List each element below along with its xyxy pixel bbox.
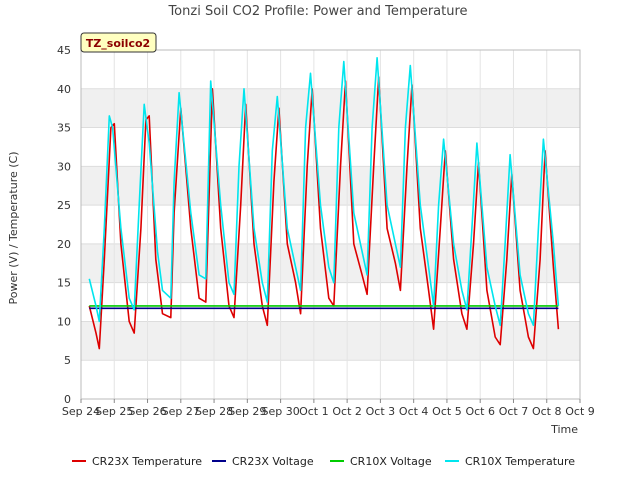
grid-band <box>81 243 580 283</box>
y-tick-label: 25 <box>57 199 71 212</box>
grid-band <box>81 321 580 361</box>
x-tick-label: Oct 2 <box>332 405 362 418</box>
series-line-cr10x-temperature <box>88 56 560 327</box>
chart-title: Tonzi Soil CO2 Profile: Power and Temper… <box>167 4 467 19</box>
legend-entry: CR10X Voltage <box>350 455 432 468</box>
x-tick-label: Sep 26 <box>128 405 166 418</box>
x-tick-label: Oct 1 <box>299 405 329 418</box>
x-tick-label: Oct 5 <box>432 405 462 418</box>
y-tick-label: 10 <box>57 315 71 328</box>
y-tick-label: 40 <box>57 83 71 96</box>
y-tick-label: 5 <box>64 354 71 367</box>
y-tick-label: 20 <box>57 238 71 251</box>
axes <box>80 49 581 400</box>
plot-frame <box>80 49 581 400</box>
y-axis-label: Power (V) / Temperature (C) <box>7 151 20 304</box>
y-tick-label: 45 <box>57 44 71 57</box>
series-layer <box>88 56 560 350</box>
x-tick-label: Sep 25 <box>95 405 133 418</box>
station-badge: TZ_soilco2 <box>80 32 157 53</box>
x-tick-label: Oct 7 <box>499 405 529 418</box>
x-tick-label: Sep 29 <box>228 405 266 418</box>
legend-entry: CR10X Temperature <box>465 455 575 468</box>
grid-band <box>81 88 580 128</box>
x-tick-label: Sep 28 <box>195 405 233 418</box>
x-axis-label: Time <box>550 423 578 436</box>
y-tick-label: 0 <box>64 393 71 406</box>
station-label: TZ_soilco2 <box>86 37 150 50</box>
x-tick-label: Oct 8 <box>532 405 562 418</box>
legend-entry: CR23X Temperature <box>92 455 202 468</box>
x-tick-label: Oct 9 <box>565 405 595 418</box>
x-tick-label: Oct 6 <box>465 405 495 418</box>
x-tick-label: Sep 24 <box>62 405 100 418</box>
x-tick-label: Sep 30 <box>261 405 299 418</box>
x-tick-label: Sep 27 <box>162 405 200 418</box>
y-tick-label: 30 <box>57 160 71 173</box>
y-tick-label: 35 <box>57 122 71 135</box>
x-tick-label: Oct 3 <box>366 405 396 418</box>
y-tick-label: 15 <box>57 277 71 290</box>
plot-background <box>81 50 580 399</box>
legend-entry: CR23X Voltage <box>232 455 314 468</box>
x-tick-label: Oct 4 <box>399 405 429 418</box>
legend: CR23X Temperature CR23X Voltage CR10X Volt… <box>72 455 575 468</box>
grid-band <box>81 166 580 206</box>
y-tick-labels: 0 5 10 15 20 25 30 35 40 45 <box>57 44 71 406</box>
